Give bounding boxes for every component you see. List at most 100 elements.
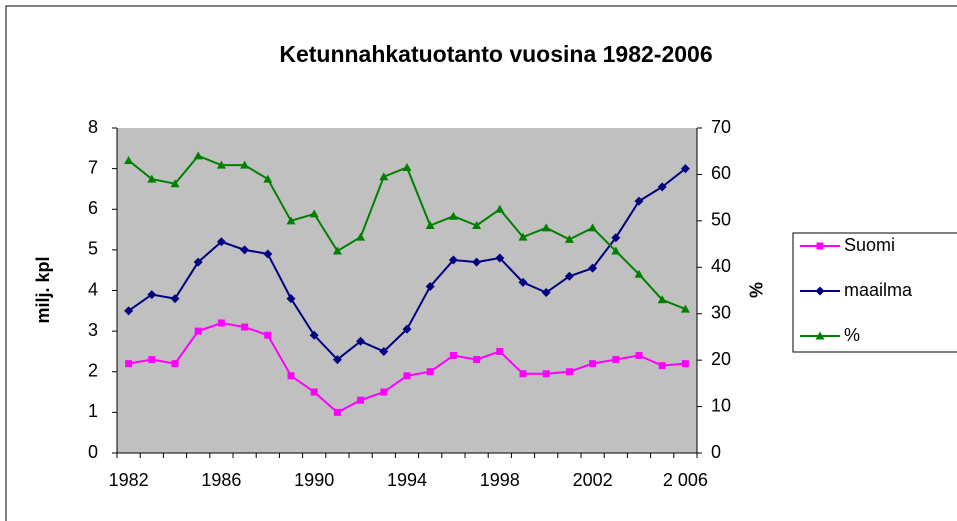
legend-label: Suomi bbox=[844, 235, 895, 255]
marker bbox=[815, 286, 825, 296]
marker bbox=[473, 356, 481, 364]
marker bbox=[518, 277, 528, 287]
x-tick-label: 1994 bbox=[387, 470, 427, 490]
chart-title: Ketunnahkatuotanto vuosina 1982-2006 bbox=[279, 41, 712, 67]
marker bbox=[589, 360, 597, 368]
marker bbox=[124, 306, 134, 316]
y-tick-label: 8 bbox=[88, 117, 98, 137]
marker bbox=[124, 156, 134, 164]
marker bbox=[240, 245, 250, 255]
marker bbox=[170, 179, 180, 188]
marker bbox=[635, 352, 643, 359]
marker bbox=[564, 234, 574, 243]
marker bbox=[193, 151, 203, 160]
y2-tick-label: 60 bbox=[711, 163, 731, 183]
marker bbox=[448, 255, 458, 265]
y2-tick-label: 10 bbox=[711, 395, 731, 415]
marker bbox=[379, 346, 389, 356]
marker bbox=[658, 362, 666, 370]
marker bbox=[425, 221, 435, 229]
marker bbox=[541, 223, 551, 232]
marker bbox=[263, 174, 273, 183]
marker bbox=[310, 388, 318, 396]
marker bbox=[194, 327, 202, 335]
marker bbox=[147, 174, 157, 183]
marker bbox=[519, 370, 527, 378]
marker bbox=[287, 372, 295, 380]
marker bbox=[357, 396, 365, 404]
marker bbox=[681, 360, 689, 368]
y-tick-label: 0 bbox=[88, 442, 98, 462]
marker bbox=[356, 232, 366, 241]
marker bbox=[240, 160, 250, 169]
marker bbox=[402, 324, 412, 334]
marker bbox=[680, 304, 690, 313]
marker bbox=[309, 330, 319, 340]
y-tick-label: 5 bbox=[88, 239, 98, 259]
marker bbox=[148, 356, 156, 364]
marker bbox=[541, 288, 551, 298]
marker bbox=[472, 257, 482, 267]
y2-tick-label: 0 bbox=[711, 442, 721, 462]
marker bbox=[496, 347, 504, 355]
marker bbox=[565, 368, 573, 376]
marker bbox=[332, 355, 342, 365]
marker bbox=[611, 246, 621, 255]
x-tick-label: 1986 bbox=[201, 470, 241, 490]
marker bbox=[356, 336, 366, 346]
x-tick-label: 2002 bbox=[573, 470, 613, 490]
marker bbox=[495, 204, 505, 213]
y-tick-label: 1 bbox=[88, 401, 98, 421]
marker bbox=[425, 281, 435, 291]
marker bbox=[612, 356, 620, 364]
marker bbox=[611, 233, 621, 243]
marker bbox=[657, 295, 667, 304]
marker bbox=[495, 253, 505, 263]
y2-tick-label: 40 bbox=[711, 256, 731, 276]
y-tick-label: 4 bbox=[88, 279, 98, 299]
marker bbox=[379, 172, 389, 181]
marker bbox=[542, 370, 550, 378]
marker bbox=[216, 237, 226, 247]
y2-tick-label: 30 bbox=[711, 302, 731, 322]
y-tick-label: 3 bbox=[88, 320, 98, 340]
x-tick-label: 1998 bbox=[480, 470, 520, 490]
marker bbox=[426, 368, 434, 376]
y2-tick-label: 50 bbox=[711, 210, 731, 230]
marker bbox=[147, 290, 157, 300]
marker bbox=[588, 223, 598, 232]
marker bbox=[264, 331, 272, 339]
marker bbox=[380, 388, 388, 396]
marker bbox=[518, 232, 528, 241]
x-tick-label: 2 006 bbox=[663, 470, 708, 490]
plot-area bbox=[117, 128, 697, 453]
marker bbox=[588, 263, 598, 273]
marker bbox=[448, 211, 458, 220]
marker bbox=[217, 319, 225, 327]
marker bbox=[657, 182, 667, 192]
y-tick-label: 2 bbox=[88, 361, 98, 381]
marker bbox=[332, 246, 342, 255]
marker bbox=[634, 196, 644, 206]
marker bbox=[634, 269, 644, 278]
marker bbox=[241, 323, 249, 331]
marker bbox=[286, 216, 296, 225]
legend-label: maailma bbox=[844, 280, 913, 300]
y-tick-label: 6 bbox=[88, 198, 98, 218]
marker bbox=[263, 249, 273, 259]
marker bbox=[171, 360, 179, 368]
marker bbox=[403, 372, 411, 380]
marker bbox=[402, 162, 412, 171]
marker bbox=[286, 294, 296, 304]
marker bbox=[815, 331, 825, 340]
legend-label: % bbox=[844, 325, 860, 345]
marker bbox=[472, 221, 482, 229]
marker bbox=[125, 360, 133, 368]
y-axis-label: milj. kpl bbox=[33, 256, 53, 323]
marker bbox=[309, 209, 319, 218]
marker bbox=[816, 242, 824, 250]
y2-axis-label: % bbox=[745, 282, 765, 298]
marker bbox=[193, 257, 203, 267]
marker bbox=[449, 352, 457, 359]
